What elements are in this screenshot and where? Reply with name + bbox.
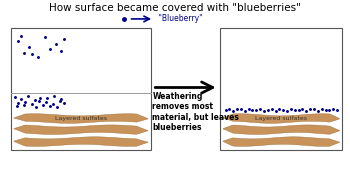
Polygon shape [223,137,340,146]
Text: Layered sulfates: Layered sulfates [55,116,107,121]
Polygon shape [14,114,148,123]
Text: "Blueberry": "Blueberry" [156,14,202,23]
Bar [11,29,150,150]
Polygon shape [14,137,148,146]
Text: How surface became covered with "blueberries": How surface became covered with "blueber… [49,3,301,13]
Polygon shape [14,125,148,134]
Polygon shape [223,114,340,123]
Text: Layered sulfates: Layered sulfates [256,116,307,121]
Text: Weathering
removes most
material, but leaves
blueberries: Weathering removes most material, but le… [152,92,239,132]
Bar [220,29,342,150]
Polygon shape [223,125,340,134]
